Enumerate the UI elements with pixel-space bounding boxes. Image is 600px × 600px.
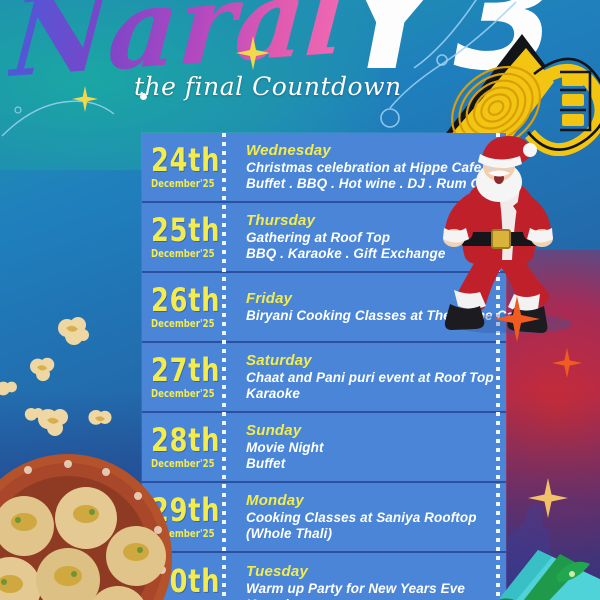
schedule-description: (Whole Thali)	[246, 526, 333, 541]
schedule-row-body: Thursday Gathering at Roof Top BBQ . Kar…	[222, 212, 506, 262]
schedule-date-number: 28th	[151, 420, 221, 459]
schedule-ticket-card: 24th December'25 Wednesday Christmas cel…	[142, 133, 526, 600]
santa-claus-figure	[443, 136, 572, 333]
schedule-day-name: Tuesday	[246, 563, 308, 580]
schedule-row-body: Wednesday Christmas celebration at Hippe…	[222, 142, 506, 192]
schedule-day-name: Thursday	[246, 212, 316, 229]
schedule-description: Christmas celebration at Hippe Cafe	[246, 160, 482, 175]
popcorn-pieces	[58, 317, 89, 345]
schedule-day-name: Saturday	[246, 352, 312, 369]
swirl-line-secondary-icon	[1, 100, 115, 137]
schedule-row-date: 24th December'25	[142, 140, 222, 190]
sparkle-star-icon	[72, 86, 98, 112]
ticket-perforation-right	[496, 133, 500, 600]
popcorn-pieces	[0, 381, 17, 396]
schedule-date-month: December'25	[151, 386, 215, 400]
schedule-description: Movie Night	[246, 440, 324, 455]
sparkle-star-icon	[552, 348, 582, 378]
schedule-date-month: December'25	[151, 176, 215, 190]
schedule-row-body: Saturday Chaat and Pani puri event at Ro…	[222, 352, 506, 402]
sparkle-star-icon	[236, 36, 270, 70]
schedule-description: Buffet . BBQ . Hot wine . DJ . Rum Cake	[246, 176, 504, 191]
tagline-dot-icon	[140, 93, 147, 100]
schedule-date-number: 24th	[151, 140, 221, 179]
popcorn-pieces	[88, 409, 112, 425]
sparkle-star-icon	[528, 478, 568, 518]
schedule-description: BBQ . Karaoke . Gift Exchange	[246, 246, 446, 261]
schedule-date-month: December'25	[151, 598, 215, 600]
gift-box-photo	[498, 550, 600, 600]
pani-puri-bowl-photo	[0, 454, 172, 600]
schedule-row-body: Tuesday Warm up Party for New Years Eve …	[222, 563, 506, 600]
schedule-date-month: December'25	[151, 456, 215, 470]
schedule-date-month: December'25	[151, 316, 215, 330]
schedule-description: Gathering at Roof Top	[246, 230, 391, 245]
schedule-row-date: 25th December'25	[142, 210, 222, 260]
schedule-row-date: 26th December'25	[142, 280, 222, 330]
schedule-description: Cooking Classes at Saniya Rooftop	[246, 510, 477, 525]
header-tagline: the final Countdown	[134, 72, 402, 101]
schedule-day-name: Wednesday	[246, 142, 331, 159]
ticket-perforation-left	[222, 133, 226, 600]
schedule-row-body: Sunday Movie Night Buffet	[222, 422, 506, 472]
schedule-row-date: 27th December'25	[142, 350, 222, 400]
schedule-description: Karaoke	[246, 597, 500, 600]
popcorn-pieces	[38, 409, 68, 436]
schedule-description: Buffet	[246, 456, 286, 471]
poster-header: Y3 Naral the final Countdown	[0, 0, 600, 156]
schedule-day-name: Sunday	[246, 422, 302, 439]
schedule-row[interactable]: 28th December'25 Sunday Movie Night Buff…	[142, 413, 506, 483]
schedule-description: Karaoke	[246, 386, 300, 401]
schedule-description: Warm up Party for New Years Eve	[246, 581, 465, 596]
popcorn-pieces	[30, 357, 55, 382]
schedule-row[interactable]: 27th December'25 Saturday Chaat and Pani…	[142, 343, 506, 413]
french-horn-icon	[430, 34, 600, 156]
swirl-line-icon	[380, 0, 517, 128]
schedule-date-number: 26th	[151, 280, 221, 319]
schedule-row[interactable]: 24th December'25 Wednesday Christmas cel…	[142, 133, 506, 203]
schedule-date-number: 25th	[151, 210, 221, 249]
sparkle-star-icon	[494, 296, 540, 342]
schedule-date-number: 27th	[151, 350, 221, 389]
schedule-row[interactable]: 29th December'25 Monday Cooking Classes …	[142, 483, 506, 553]
schedule-description: Chaat and Pani puri event at Roof Top	[246, 370, 494, 385]
schedule-day-name: Monday	[246, 492, 304, 509]
schedule-date-month: December'25	[151, 246, 215, 260]
schedule-row[interactable]: 30th December'25 Tuesday Warm up Party f…	[142, 553, 506, 600]
schedule-row-date: 28th December'25	[142, 420, 222, 470]
schedule-row-body: Monday Cooking Classes at Saniya Rooftop…	[222, 492, 506, 542]
schedule-day-name: Friday	[246, 290, 293, 307]
